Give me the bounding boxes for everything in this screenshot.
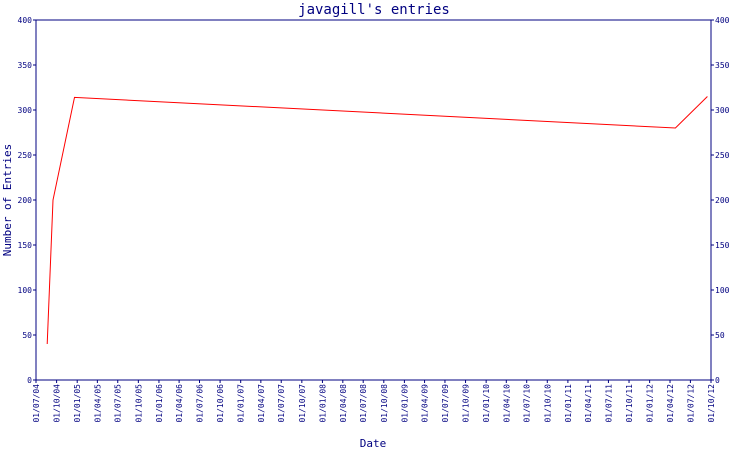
x-tick-label: 01/01/12 — [646, 384, 655, 423]
x-tick-label: 01/04/10 — [502, 384, 511, 423]
x-tick-label: 01/07/10 — [523, 384, 532, 423]
series-layer — [46, 96, 708, 345]
x-tick-label: 01/10/12 — [707, 384, 716, 423]
y-axis-title: Number of Entries — [1, 144, 14, 257]
y-tick-label-right: 150 — [715, 241, 730, 250]
x-tick-label: 01/04/08 — [339, 384, 348, 423]
series-line — [46, 96, 708, 345]
y-tick-label-right: 0 — [715, 376, 720, 385]
y-tick-label-right: 250 — [715, 151, 730, 160]
x-axis-title: Date — [360, 437, 387, 450]
y-tick-label-left: 50 — [22, 331, 32, 340]
y-axis-ticks: 0 0 50 50 100 100 150 150 200 200 250 250 300 300 350 3… — [18, 16, 730, 385]
x-tick-label: 01/07/12 — [686, 384, 695, 423]
y-tick-label-left: 350 — [18, 61, 33, 70]
x-tick-label: 01/07/08 — [359, 384, 368, 423]
y-tick-label-right: 100 — [715, 286, 730, 295]
x-tick-label: 01/04/09 — [421, 384, 430, 423]
x-tick-label: 01/01/05 — [73, 384, 82, 423]
x-tick-label: 01/10/08 — [380, 384, 389, 423]
y-tick-label-right: 300 — [715, 106, 730, 115]
plot-frame — [35, 19, 712, 381]
y-tick-label-left: 300 — [18, 106, 33, 115]
x-tick-label: 01/07/04 — [32, 384, 41, 423]
x-tick-label: 01/01/08 — [318, 384, 327, 423]
y-tick-label-left: 100 — [18, 286, 33, 295]
x-tick-label: 01/10/11 — [625, 384, 634, 423]
x-axis-ticks: 01/07/04 01/10/04 01/01/05 01/04/05 01/07/05… — [32, 380, 716, 423]
x-tick-label: 01/07/09 — [441, 384, 450, 423]
y-tick-label-right: 400 — [715, 16, 730, 25]
x-tick-label: 01/01/11 — [564, 384, 573, 423]
x-tick-label: 01/01/09 — [400, 384, 409, 423]
y-tick-label-right: 50 — [715, 331, 725, 340]
x-tick-label: 01/10/10 — [543, 384, 552, 423]
x-tick-label: 01/07/06 — [195, 384, 204, 423]
x-tick-label: 01/01/06 — [155, 384, 164, 423]
x-tick-label: 01/04/07 — [257, 384, 266, 423]
x-tick-label: 01/04/06 — [175, 384, 184, 423]
y-tick-label-right: 350 — [715, 61, 730, 70]
x-tick-label: 01/04/11 — [584, 384, 593, 423]
y-tick-label-left: 400 — [18, 16, 33, 25]
chart-title: javagill's entries — [298, 2, 450, 18]
x-tick-label: 01/04/05 — [93, 384, 102, 423]
x-tick-label: 01/10/05 — [134, 384, 143, 423]
y-tick-label-left: 250 — [18, 151, 33, 160]
x-tick-label: 01/01/07 — [237, 384, 246, 423]
x-tick-label: 01/10/04 — [53, 384, 62, 423]
x-tick-label: 01/07/07 — [277, 384, 286, 423]
x-tick-label: 01/04/12 — [666, 384, 675, 423]
y-tick-label-right: 200 — [715, 196, 730, 205]
x-tick-label: 01/07/05 — [114, 384, 123, 423]
x-tick-label: 01/10/07 — [298, 384, 307, 423]
y-tick-label-left: 0 — [27, 376, 32, 385]
x-tick-label: 01/07/11 — [604, 384, 613, 423]
x-tick-label: 01/01/10 — [482, 384, 491, 423]
x-tick-label: 01/10/09 — [462, 384, 471, 423]
x-tick-label: 01/10/06 — [216, 384, 225, 423]
y-tick-label-left: 200 — [18, 196, 33, 205]
y-tick-label-left: 150 — [18, 241, 33, 250]
